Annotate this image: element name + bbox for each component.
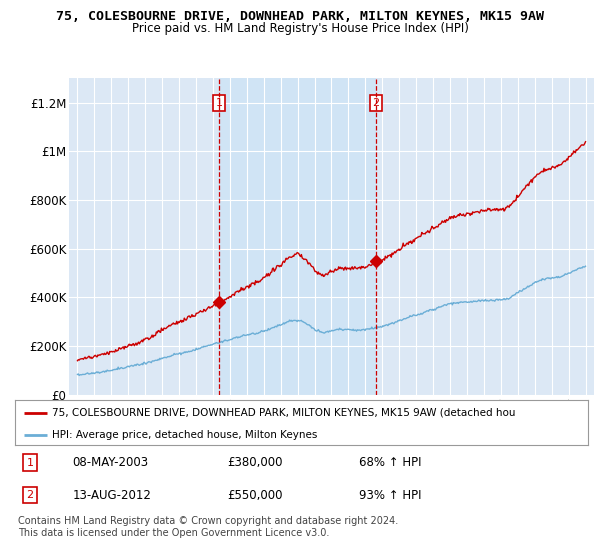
Text: 68% ↑ HPI: 68% ↑ HPI (359, 456, 421, 469)
Text: 75, COLESBOURNE DRIVE, DOWNHEAD PARK, MILTON KEYNES, MK15 9AW (detached hou: 75, COLESBOURNE DRIVE, DOWNHEAD PARK, MI… (52, 408, 516, 418)
Text: 93% ↑ HPI: 93% ↑ HPI (359, 488, 421, 502)
Text: 1: 1 (26, 458, 34, 468)
Text: 13-AUG-2012: 13-AUG-2012 (73, 488, 151, 502)
Text: 75, COLESBOURNE DRIVE, DOWNHEAD PARK, MILTON KEYNES, MK15 9AW: 75, COLESBOURNE DRIVE, DOWNHEAD PARK, MI… (56, 10, 544, 23)
Bar (219, 78, 376, 395)
Text: £550,000: £550,000 (227, 488, 283, 502)
Text: HPI: Average price, detached house, Milton Keynes: HPI: Average price, detached house, Milt… (52, 430, 317, 440)
Text: 2: 2 (373, 98, 379, 108)
Text: 08-MAY-2003: 08-MAY-2003 (73, 456, 148, 469)
Text: Contains HM Land Registry data © Crown copyright and database right 2024.
This d: Contains HM Land Registry data © Crown c… (18, 516, 398, 538)
Text: 1: 1 (215, 98, 223, 108)
Text: Price paid vs. HM Land Registry's House Price Index (HPI): Price paid vs. HM Land Registry's House … (131, 22, 469, 35)
Text: £380,000: £380,000 (227, 456, 283, 469)
Text: 2: 2 (26, 490, 34, 500)
